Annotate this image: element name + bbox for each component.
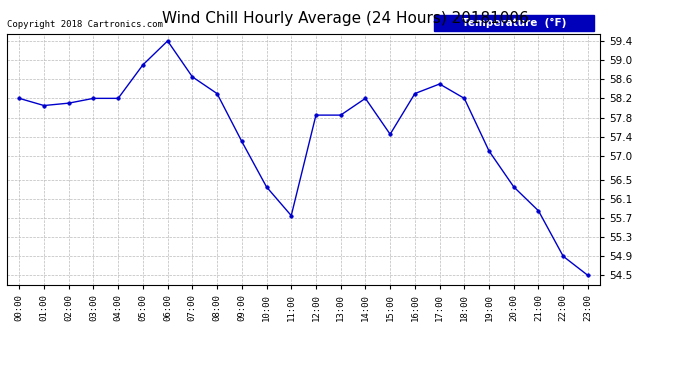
Text: Copyright 2018 Cartronics.com: Copyright 2018 Cartronics.com (7, 20, 163, 29)
Text: Temperature  (°F): Temperature (°F) (462, 18, 566, 28)
FancyBboxPatch shape (434, 15, 594, 31)
Text: Wind Chill Hourly Average (24 Hours) 20181006: Wind Chill Hourly Average (24 Hours) 201… (161, 11, 529, 26)
